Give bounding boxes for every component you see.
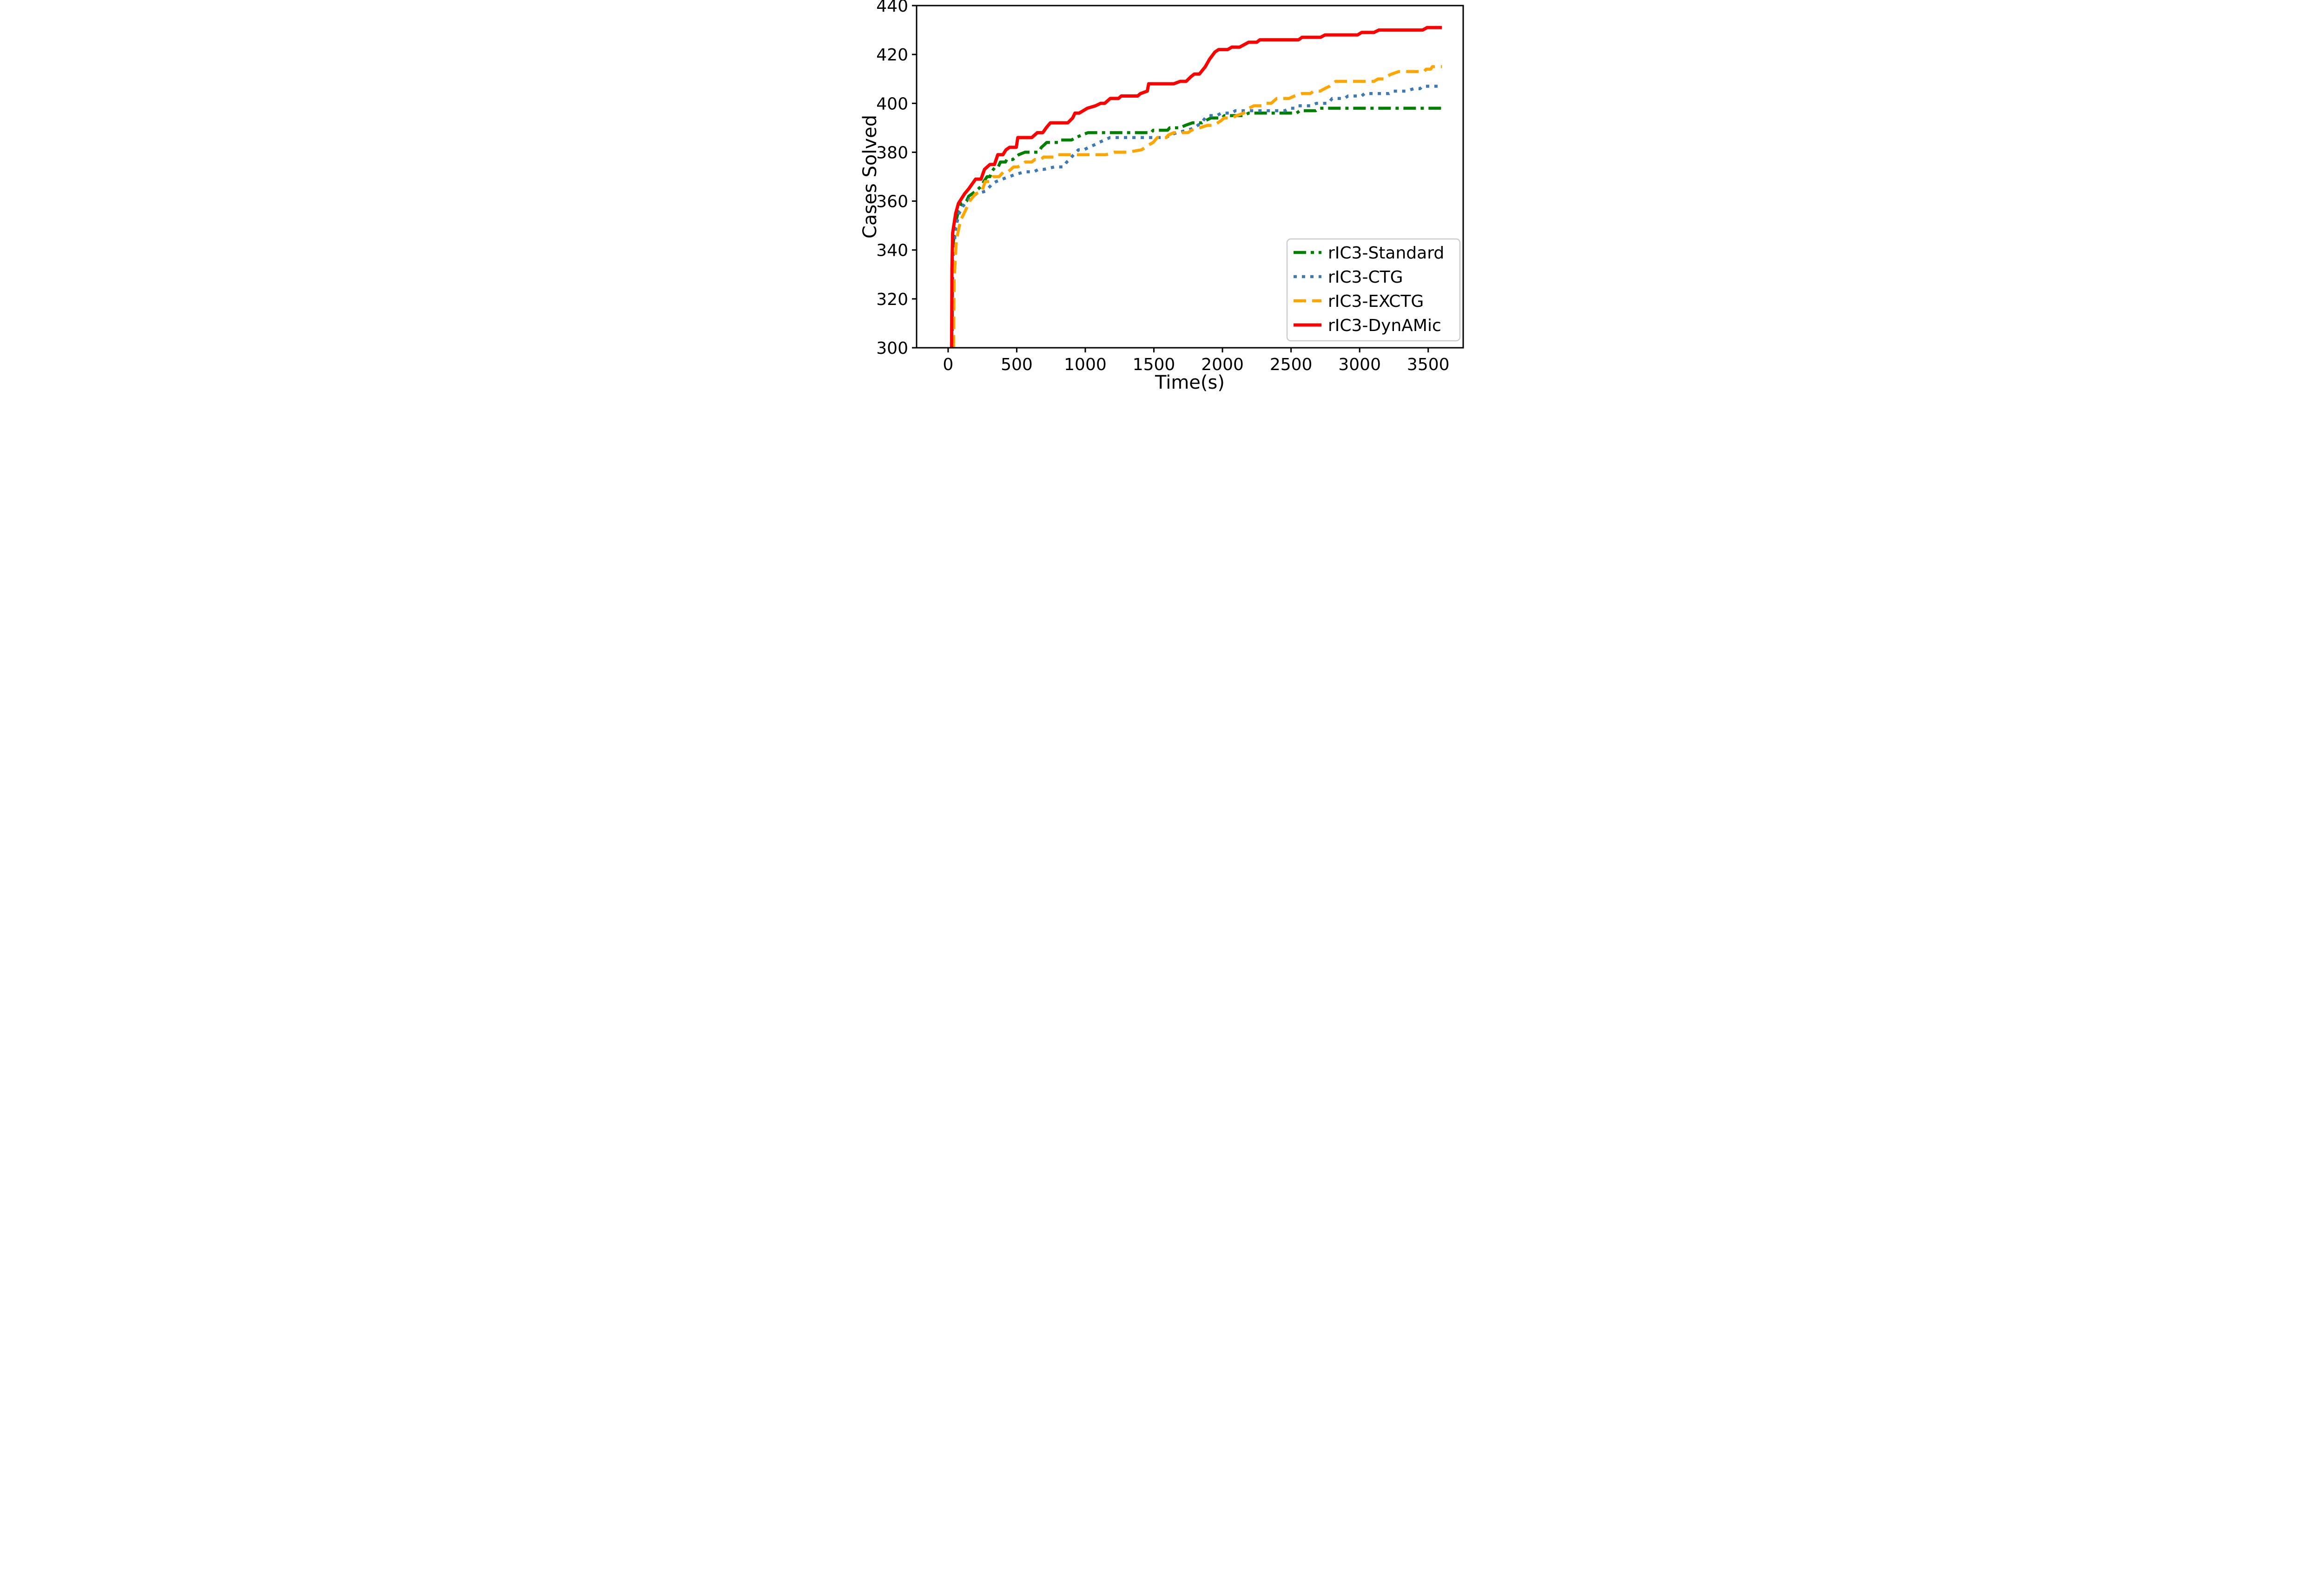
legend-item-rIC3-Standard: rIC3-Standard	[1294, 244, 1444, 263]
x-tick-label-0: 0	[943, 355, 953, 374]
y-tick-label-440: 440	[876, 0, 908, 16]
y-tick-label-340: 340	[876, 241, 908, 260]
legend-label-rIC3-DynAMic: rIC3-DynAMic	[1328, 316, 1441, 335]
plot-area-frame	[916, 5, 1464, 349]
y-tick-label-400: 400	[876, 94, 908, 113]
y-tick-label-300: 300	[876, 339, 908, 358]
y-tick-label-360: 360	[876, 192, 908, 212]
x-tick-label-2500: 2500	[1270, 355, 1313, 374]
legend-item-rIC3-EXCTG: rIC3-EXCTG	[1294, 292, 1424, 311]
x-tick-label-500: 500	[1001, 355, 1033, 374]
legend: rIC3-Standard rIC3-CTG rIC3-EXCTG rIC3-DynA…	[1286, 238, 1461, 342]
y-tick-label-320: 320	[876, 290, 908, 309]
x-tick-label-3000: 3000	[1338, 355, 1381, 374]
series-line-rIC3-EXCTG	[952, 65, 1442, 348]
legend-box	[1286, 238, 1461, 342]
series-line-rIC3-DynAMic	[950, 26, 1442, 348]
legend-label-rIC3-CTG: rIC3-CTG	[1328, 268, 1403, 287]
figure: 0 500 1000 1500 2000 2500 3000 3500 300 320 340 360…	[857, 0, 1467, 396]
x-axis-label: Time(s)	[1155, 372, 1225, 393]
y-axis-label: Cases Solved	[859, 115, 881, 239]
legend-item-rIC3-DynAMic: rIC3-DynAMic	[1294, 316, 1441, 335]
legend-label-rIC3-Standard: rIC3-Standard	[1328, 244, 1444, 263]
legend-label-rIC3-EXCTG: rIC3-EXCTG	[1328, 292, 1424, 311]
legend-item-rIC3-CTG: rIC3-CTG	[1294, 268, 1403, 287]
y-tick-label-420: 420	[876, 46, 908, 65]
x-tick-label-1500: 1500	[1133, 355, 1175, 374]
x-tick-label-2000: 2000	[1201, 355, 1244, 374]
solve-time-chart: 0 500 1000 1500 2000 2500 3000 3500 300 320 340 360…	[859, 0, 1464, 393]
series-line-rIC3-Standard	[951, 106, 1442, 348]
y-tick-label-380: 380	[876, 143, 908, 162]
x-tick-label-3500: 3500	[1407, 355, 1450, 374]
x-tick-label-1000: 1000	[1064, 355, 1107, 374]
